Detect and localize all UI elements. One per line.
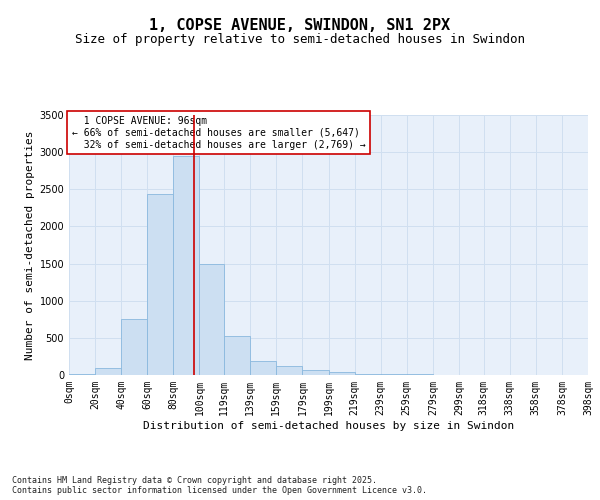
Bar — [277, 366, 302, 375]
Bar — [121, 318, 147, 375]
X-axis label: Distribution of semi-detached houses by size in Swindon: Distribution of semi-detached houses by … — [143, 420, 514, 430]
Bar — [147, 194, 173, 375]
Bar — [407, 374, 433, 375]
Bar — [380, 374, 407, 375]
Text: 1, COPSE AVENUE, SWINDON, SN1 2PX: 1, COPSE AVENUE, SWINDON, SN1 2PX — [149, 18, 451, 32]
Bar — [224, 336, 250, 375]
Text: 1 COPSE AVENUE: 96sqm
← 66% of semi-detached houses are smaller (5,647)
  32% of: 1 COPSE AVENUE: 96sqm ← 66% of semi-deta… — [71, 116, 365, 150]
Bar — [302, 370, 329, 375]
Bar — [69, 374, 95, 375]
Bar — [329, 372, 355, 375]
Bar — [355, 374, 380, 375]
Text: Size of property relative to semi-detached houses in Swindon: Size of property relative to semi-detach… — [75, 32, 525, 46]
Text: Contains HM Land Registry data © Crown copyright and database right 2025.
Contai: Contains HM Land Registry data © Crown c… — [12, 476, 427, 495]
Bar — [173, 156, 199, 375]
Y-axis label: Number of semi-detached properties: Number of semi-detached properties — [25, 130, 35, 360]
Bar — [95, 368, 121, 375]
Bar — [250, 360, 277, 375]
Bar — [199, 264, 224, 375]
